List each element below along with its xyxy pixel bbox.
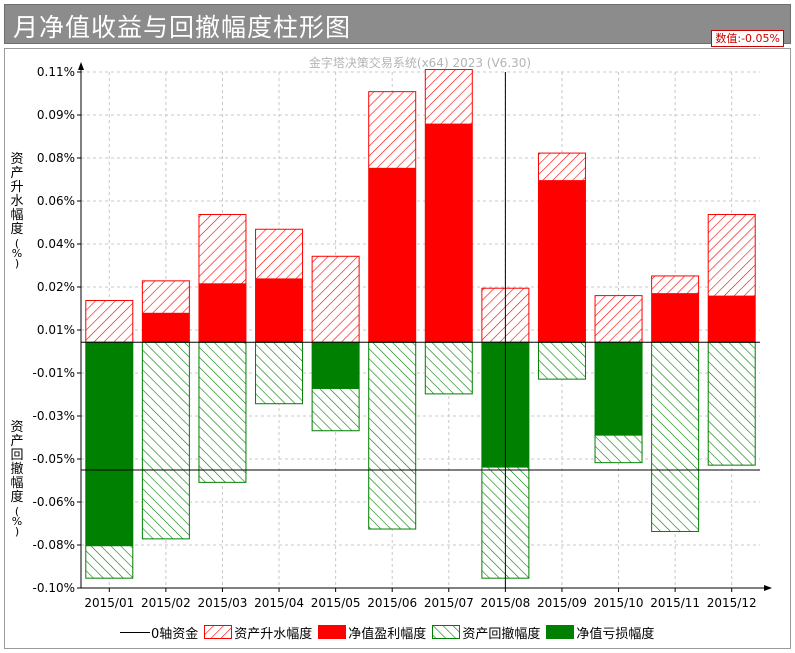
bar-hatch-red-2015/01: [85, 300, 134, 343]
y-axis-title-char: ): [15, 525, 19, 538]
bar-solid-red-2015/06: [368, 167, 416, 343]
y-tick-label: 0.01%: [37, 323, 75, 337]
x-tick-label: 2015/07: [424, 596, 474, 610]
bar-hatch-green-2015/12: [707, 341, 756, 466]
hatch-green-swatch: [432, 625, 461, 639]
bar-solid-red-2015/11: [651, 293, 699, 343]
hatch-red-swatch: [204, 625, 233, 639]
x-tick-label: 2015/04: [254, 596, 304, 610]
legend-item-profit[interactable]: 净值盈利幅度: [318, 623, 426, 642]
bar-hatch-red-2015/05: [311, 255, 360, 343]
y-tick-label: 0.06%: [37, 194, 75, 208]
x-tick-label: 2015/03: [198, 596, 248, 610]
x-tick-label: 2015/09: [537, 596, 587, 610]
solid-green-swatch: [546, 625, 575, 639]
y-axis-title-char: (: [15, 505, 19, 518]
y-axis-arrow: [78, 62, 84, 70]
bar-hatch-green-2015/03: [198, 341, 247, 483]
bar-solid-red-2015/07: [425, 123, 473, 343]
legend-label-drawdown: 资产回撤幅度: [462, 626, 541, 642]
x-tick-label: 2015/11: [650, 596, 700, 610]
bar-hatch-green-2015/06: [368, 341, 417, 530]
legend-item-loss[interactable]: 净值亏损幅度: [546, 623, 654, 642]
bar-hatch-green-2015/04: [255, 341, 304, 405]
y-axis-title-char: 资: [10, 420, 23, 435]
bar-solid-red-2015/02: [142, 312, 190, 343]
y-tick-label: 0.02%: [37, 280, 75, 294]
x-tick-label: 2015/01: [84, 596, 134, 610]
legend-label-rise: 资产升水幅度: [234, 626, 313, 642]
x-tick-label: 2015/08: [480, 596, 530, 610]
y-axis-title-char: 度: [10, 489, 23, 505]
legend-item-rise[interactable]: 资产升水幅度: [204, 623, 312, 642]
x-tick-label: 2015/10: [594, 596, 644, 610]
bar-hatch-green-2015/11: [651, 341, 700, 532]
x-tick-label: 2015/06: [367, 596, 417, 610]
legend-item-drawdown[interactable]: 资产回撤幅度: [432, 623, 540, 642]
x-tick-label: 2015/02: [141, 596, 191, 610]
legend: 0轴资金 资产升水幅度 净值盈利幅度 资产回撤幅度 净值亏损幅度: [120, 621, 660, 643]
y-axis-title-char: 幅: [10, 208, 23, 223]
bar-hatch-red-2015/10: [594, 295, 643, 343]
bar-solid-green-2015/05: [312, 342, 360, 389]
axes: [77, 62, 772, 592]
title-bar: 月净值收益与回撤幅度柱形图 数值:-0.05%: [4, 4, 791, 47]
bar-solid-red-2015/04: [255, 278, 303, 343]
y-axis-title-char: %: [12, 515, 22, 528]
bar-solid-red-2015/09: [538, 180, 586, 343]
crosshair-value-readout: 数值:-0.05%: [711, 30, 784, 47]
y-tick-label: -0.05%: [33, 452, 75, 466]
y-axis-title-char: 产: [10, 166, 23, 181]
y-tick-label: 0.04%: [37, 237, 75, 251]
y-tick-label: 0.08%: [37, 151, 75, 165]
y-axis-title-char: 水: [10, 194, 23, 209]
y-tick-label: -0.10%: [33, 581, 75, 595]
y-tick-label: 0.11%: [37, 65, 75, 79]
chart-frame: [4, 48, 791, 649]
y-axis-title-char: ): [15, 257, 19, 270]
y-tick-label: -0.03%: [33, 409, 75, 423]
bars: [85, 69, 756, 579]
y-axis-title-char: 幅: [10, 476, 23, 491]
value-number: -0.05%: [741, 32, 780, 45]
bar-solid-green-2015/10: [595, 342, 643, 436]
solid-red-swatch: [318, 625, 347, 639]
axis-labels: 0.11% 0.09% 0.08% 0.06% 0.04% 0.02% 0.01% -0.01…: [10, 65, 756, 610]
legend-label-zero-line: 0轴资金: [151, 626, 199, 642]
y-axis-title-char: 回: [10, 448, 23, 463]
legend-item-zero-line[interactable]: 0轴资金: [120, 623, 198, 642]
bar-solid-green-2015/01: [85, 342, 133, 547]
bar-solid-red-2015/12: [708, 295, 756, 343]
y-tick-label: 0.09%: [37, 108, 75, 122]
y-axis-title-char: 度: [10, 221, 23, 237]
bar-hatch-green-2015/07: [424, 341, 473, 395]
legend-label-profit: 净值盈利幅度: [348, 626, 427, 642]
y-axis-title-bottom: 资产回撤幅度(%): [10, 420, 23, 538]
y-axis-title-char: 资: [10, 152, 23, 167]
watermark-text: 金字塔决策交易系统(x64) 2023 (V6.30): [309, 55, 531, 70]
bar-hatch-green-2015/02: [141, 341, 190, 540]
y-axis-title-char: 产: [10, 434, 23, 449]
y-tick-label: -0.06%: [33, 495, 75, 509]
y-tick-label: -0.08%: [33, 538, 75, 552]
bar-hatch-green-2015/09: [537, 341, 586, 380]
value-label: 数值:: [715, 32, 742, 45]
y-axis-title-char: (: [15, 237, 19, 250]
y-axis-title-char: 升: [10, 180, 23, 195]
y-axis-title-char: 撤: [10, 461, 23, 477]
zero-line-swatch: [120, 631, 150, 633]
chart-title: 月净值收益与回撤幅度柱形图: [13, 13, 352, 42]
bar-solid-red-2015/03: [198, 283, 246, 343]
x-axis-arrow: [764, 585, 772, 591]
legend-label-loss: 净值亏损幅度: [576, 626, 655, 642]
y-axis-title-top: 资产升水幅度(%): [10, 152, 23, 270]
x-tick-label: 2015/05: [311, 596, 361, 610]
x-tick-label: 2015/12: [707, 596, 757, 610]
y-axis-title-char: %: [12, 247, 22, 260]
y-tick-label: -0.01%: [33, 366, 75, 380]
